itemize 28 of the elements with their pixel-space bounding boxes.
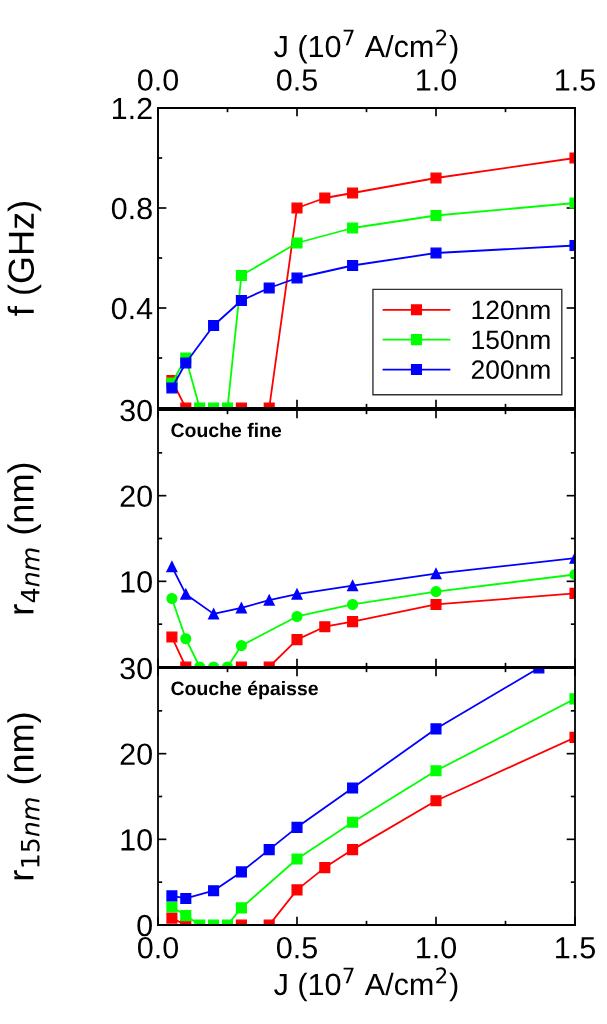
legend-label: 120nm: [472, 300, 550, 320]
y-axis-title: r$_{4nm}$ (nm): [7, 463, 41, 614]
x-tick-label: 0.5: [276, 936, 317, 959]
x-axis-title: J (10$^{7}$ A/cm$^{2}$): [274, 967, 458, 1002]
y-axis-title: f (GHz): [7, 202, 42, 316]
annotation: Couche épaisse: [171, 680, 318, 700]
legend-label: 150nm: [472, 330, 550, 350]
y-tick-label: 20: [120, 485, 152, 508]
x2-tick-label: 0.0: [137, 69, 179, 91]
x-tick-label: 1.5: [556, 937, 595, 959]
y-tick-label: 0: [137, 914, 152, 937]
y-tick-label: 10: [121, 571, 152, 593]
y-tick-label: 0.8: [111, 197, 152, 220]
legend-label: 200nm: [471, 360, 550, 380]
y-tick-label: 0.4: [111, 297, 153, 320]
x2-tick-label: 1.0: [417, 69, 457, 91]
x2-tick-label: 1.5: [556, 69, 595, 91]
x-tick-label: 0.0: [137, 936, 179, 959]
y-tick-label: 30: [120, 399, 152, 422]
annotation: Couche fine: [171, 422, 282, 438]
x2-tick-label: 0.5: [276, 69, 317, 91]
y-tick-label: 1.2: [113, 97, 152, 120]
x-tick-label: 1.0: [417, 936, 457, 959]
x2-axis-title: J (10$^{7}$ A/cm$^{2}$): [274, 29, 458, 64]
y-tick-label: 30: [120, 657, 152, 680]
y-tick-label: 20: [120, 743, 152, 766]
y-axis-title: r$_{15nm}$ (nm): [7, 713, 41, 880]
y-tick-label: 10: [121, 829, 152, 851]
